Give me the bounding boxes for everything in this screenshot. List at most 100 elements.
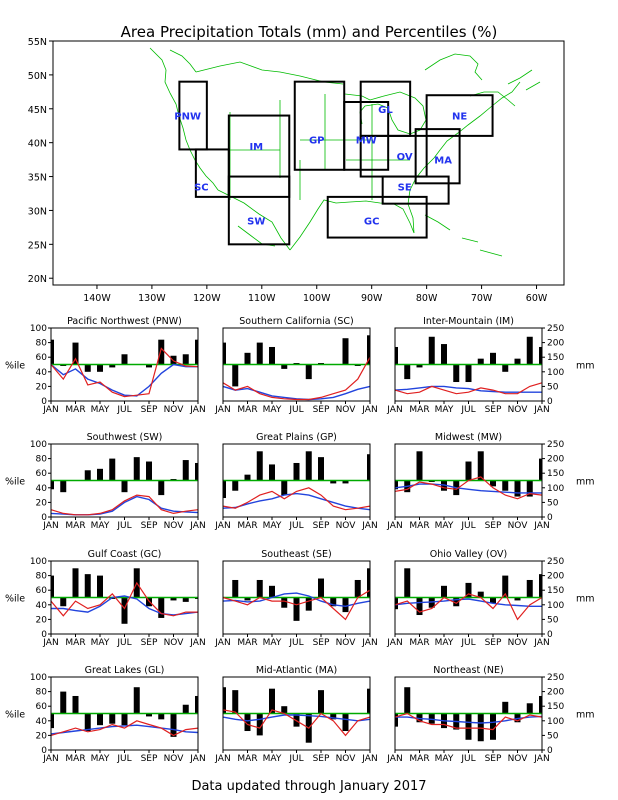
- anomaly-bar: [146, 364, 152, 368]
- x-tick-label: JAN: [214, 521, 230, 531]
- left-tick-label: 60: [36, 586, 48, 596]
- region-label: SE: [398, 183, 412, 194]
- lon-tick-label: 60W: [526, 293, 548, 304]
- anomaly-bar: [293, 713, 300, 727]
- anomaly-bar: [182, 460, 189, 481]
- right-tick-label: 0: [547, 630, 553, 640]
- right-tick-label: 150: [547, 353, 564, 363]
- anomaly-bar: [428, 336, 435, 365]
- anomaly-bar: [51, 339, 54, 365]
- series-percentile-b: [222, 589, 371, 621]
- anomaly-bar: [158, 713, 165, 720]
- anomaly-bar: [170, 713, 177, 737]
- region-label: MW: [356, 135, 377, 146]
- x-tick-label: JAN: [42, 638, 58, 648]
- x-tick-label: MAY: [263, 405, 282, 415]
- anomaly-bar: [502, 701, 509, 714]
- region-panels: Pacific Northwest (PNW) JAN MAR MAY JUL SEP NO…: [5, 316, 595, 764]
- panel-title: Southern California (SC): [239, 316, 353, 327]
- x-tick-label: MAY: [91, 638, 110, 648]
- x-tick-label: JUL: [288, 638, 303, 648]
- anomaly-bar: [293, 462, 300, 481]
- right-tick-label: 250: [547, 324, 564, 334]
- anomaly-bar: [158, 480, 165, 496]
- x-tick-label: MAY: [91, 754, 110, 764]
- series-percentile-a: [50, 363, 198, 397]
- anomaly-bar: [539, 574, 542, 598]
- x-tick-label: NOV: [508, 754, 529, 764]
- anomaly-bar: [195, 339, 198, 365]
- x-tick-label: JAN: [214, 638, 230, 648]
- x-tick-label: JUL: [116, 638, 131, 648]
- anomaly-bar: [354, 579, 361, 598]
- x-tick-label: NOV: [336, 754, 357, 764]
- panel-title: Southeast (SE): [261, 549, 331, 560]
- panel-title: Midwest (MW): [435, 432, 502, 443]
- anomaly-bar: [121, 480, 128, 493]
- left-tick-label: 100: [30, 440, 47, 450]
- series-percentile-b: [50, 347, 199, 398]
- anomaly-bar: [269, 688, 275, 714]
- right-tick-label: 100: [547, 601, 564, 611]
- x-tick-label: JAN: [533, 754, 549, 764]
- x-tick-label: JAN: [533, 405, 549, 415]
- x-tick-label: JUL: [288, 405, 303, 415]
- left-tick-label: 40: [36, 717, 48, 727]
- x-tick-label: JAN: [361, 638, 377, 648]
- anomaly-bar: [51, 575, 54, 598]
- panel-10: Mid-Atlantic (MA) JAN MAR MAY JUL SEP NOV JAN: [214, 665, 377, 764]
- anomaly-bar: [416, 451, 423, 481]
- anomaly-bar: [223, 480, 226, 499]
- region-label: GP: [309, 135, 325, 146]
- anomaly-bar: [84, 470, 91, 481]
- anomaly-bar: [465, 713, 472, 740]
- anomaly-bar: [109, 364, 116, 368]
- lon-ticks: 140W 130W 120W 110W 100W 90W 80W 70W 60W: [83, 285, 548, 304]
- figure-title: Area Precipitation Totals (mm) and Perce…: [121, 23, 498, 41]
- region-label: IM: [249, 142, 263, 153]
- anomaly-bar: [330, 480, 337, 484]
- x-tick-label: JAN: [189, 521, 205, 531]
- x-tick-label: SEP: [485, 405, 502, 415]
- anomaly-bar: [367, 688, 370, 714]
- anomaly-bar: [539, 458, 542, 481]
- panel-2: Inter-Mountain (IM) JAN MAR MAY JUL SEP NOV JAN…: [386, 316, 594, 415]
- series-percentile-a: [394, 598, 542, 607]
- series-percentile-b: [394, 476, 543, 500]
- series-percentile-a: [222, 714, 371, 722]
- anomaly-bar: [514, 480, 521, 497]
- anomaly-bar: [195, 462, 198, 481]
- x-tick-label: MAR: [409, 754, 429, 764]
- panel-5: Midwest (MW)JAN MAR MAY JUL SEP NOV JAN0501001…: [386, 432, 594, 531]
- anomaly-bar: [182, 704, 189, 714]
- x-tick-label: MAY: [263, 754, 282, 764]
- anomaly-bar: [539, 346, 542, 365]
- x-tick-label: JAN: [42, 405, 58, 415]
- left-tick-label: 40: [36, 484, 48, 494]
- lat-ticks: 55N 50N 45N 40N 35N 30N 25N 20N: [28, 37, 53, 285]
- x-tick-label: SEP: [313, 754, 330, 764]
- panel-4: Great Plains (GP) JAN MAR MAY JUL SEP NOV JAN: [214, 432, 377, 531]
- anomaly-bar: [72, 342, 79, 365]
- panel-9: Great Lakes (GL)JAN MAR MAY JUL SEP NOV JAN020…: [5, 665, 206, 764]
- region-label: NE: [452, 112, 467, 123]
- anomaly-bar: [109, 458, 116, 481]
- panel-0: Pacific Northwest (PNW) JAN MAR MAY JUL SEP NO…: [5, 316, 206, 415]
- region-box: [326, 195, 428, 239]
- anomaly-bar: [223, 687, 226, 714]
- x-tick-label: MAY: [435, 754, 454, 764]
- region-label: SW: [247, 217, 265, 228]
- left-axis-label: %ile: [5, 361, 25, 372]
- x-tick-label: SEP: [313, 405, 330, 415]
- map-frame: [52, 40, 565, 286]
- right-tick-label: 100: [547, 717, 564, 727]
- x-tick-label: MAY: [435, 521, 454, 531]
- panel-title: Great Lakes (GL): [85, 665, 165, 676]
- anomaly-bar: [404, 568, 411, 598]
- right-tick-label: 200: [547, 455, 564, 465]
- anomaly-bar: [477, 591, 484, 598]
- anomaly-bar: [453, 364, 460, 383]
- panel-6: Gulf Coast (GC)JAN MAR MAY JUL SEP NOV JAN0204…: [5, 549, 206, 648]
- anomaly-bar: [465, 582, 472, 598]
